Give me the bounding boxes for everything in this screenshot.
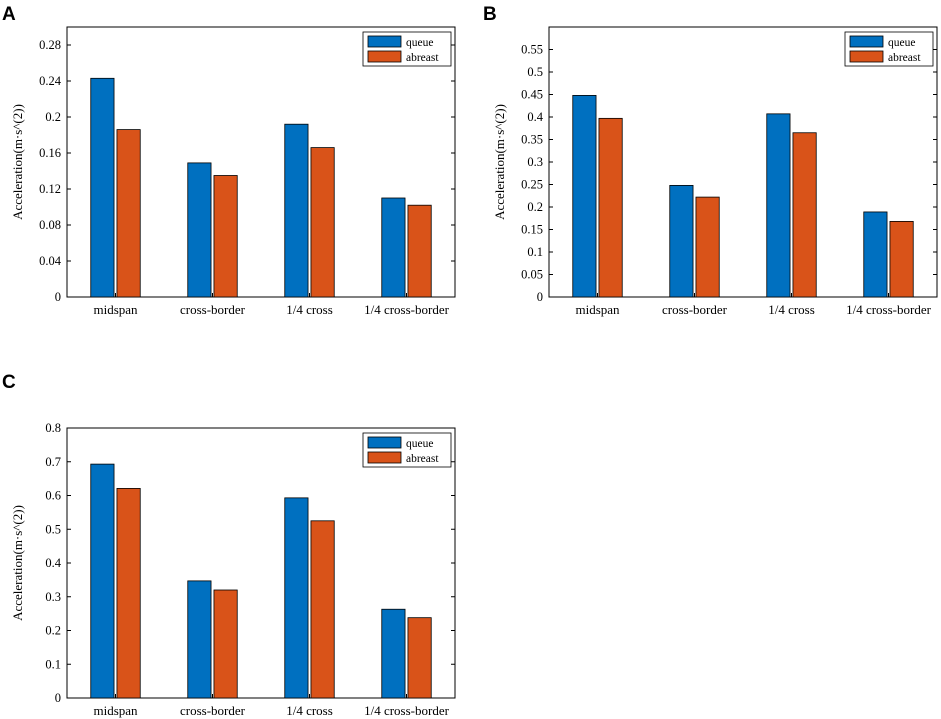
bar-abreast-cross-border	[695, 196, 720, 298]
y-tick-label: 0.3	[527, 155, 543, 169]
y-tick-label: 0.2	[527, 200, 543, 214]
bar-abreast-1-4-cross-border	[407, 617, 432, 699]
legend-label-queue: queue	[888, 37, 915, 49]
y-tick-label: 0.16	[39, 146, 61, 160]
y-tick-label: 0.04	[39, 254, 62, 268]
y-tick-label: 0.05	[521, 268, 543, 282]
x-tick-label-1-4-cross-border: 1/4 cross-border	[846, 302, 932, 317]
legend-label-abreast: abreast	[406, 52, 439, 64]
legend-swatch-queue	[367, 35, 402, 48]
bar-abreast-cross-border	[213, 175, 238, 298]
bar-abreast-cross-border	[213, 589, 238, 699]
y-tick-label: 0.5	[527, 65, 543, 79]
y-tick-label: 0.2	[45, 624, 61, 638]
legend-label-abreast: abreast	[406, 453, 439, 465]
bar-queue-1-4-cross-border	[381, 197, 406, 298]
y-tick-label: 0.7	[45, 455, 61, 469]
y-tick-label: 0.08	[39, 218, 61, 232]
bar-abreast-1-4-cross-border	[407, 204, 432, 298]
bar-queue-1-4-cross-border	[863, 211, 888, 298]
y-tick-label: 0	[55, 691, 61, 705]
x-tick-label-1-4-cross-border: 1/4 cross-border	[364, 302, 450, 317]
y-tick-label: 0.5	[45, 522, 61, 536]
bar-queue-midspan	[572, 95, 597, 298]
legend-label-queue: queue	[406, 37, 433, 49]
bar-abreast-1-4-cross	[310, 147, 335, 298]
bar-queue-1-4-cross	[766, 113, 791, 298]
bar-queue-cross-border	[187, 162, 212, 298]
x-tick-label-cross-border: cross-border	[662, 302, 728, 317]
legend-swatch-abreast	[367, 50, 402, 63]
y-tick-label: 0.8	[45, 421, 61, 435]
legend-label-queue: queue	[406, 438, 433, 450]
bar-abreast-1-4-cross-border	[889, 220, 914, 298]
y-tick-label: 0	[537, 290, 543, 304]
y-axis-label: Acceleration(m·s^(2))	[492, 104, 507, 220]
bar-queue-cross-border	[187, 580, 212, 699]
panel-label-c: C	[2, 372, 16, 393]
bar-abreast-1-4-cross	[792, 132, 817, 298]
bar-abreast-1-4-cross	[310, 520, 335, 699]
y-tick-label: 0.24	[39, 74, 62, 88]
x-tick-label-midspan: midspan	[575, 302, 620, 317]
y-tick-label: 0.28	[39, 38, 61, 52]
y-axis-label: Acceleration(m·s^(2))	[10, 505, 25, 621]
y-tick-label: 0.1	[45, 657, 61, 671]
x-tick-label-1-4-cross: 1/4 cross	[768, 302, 815, 317]
x-tick-label-cross-border: cross-border	[180, 703, 246, 718]
bar-abreast-midspan	[116, 129, 141, 298]
y-tick-label: 0.4	[527, 110, 543, 124]
y-tick-label: 0.6	[45, 489, 61, 503]
bar-queue-1-4-cross	[284, 497, 309, 699]
x-tick-label-1-4-cross: 1/4 cross	[286, 703, 333, 718]
legend-label-abreast: abreast	[888, 52, 921, 64]
legend-swatch-abreast	[367, 451, 402, 464]
bar-abreast-midspan	[116, 488, 141, 699]
y-axis-label: Acceleration(m·s^(2))	[10, 104, 25, 220]
y-tick-label: 0.15	[521, 223, 543, 237]
bar-queue-1-4-cross-border	[381, 608, 406, 699]
y-tick-label: 0.45	[521, 88, 543, 102]
bar-abreast-midspan	[598, 117, 623, 298]
y-tick-label: 0.2	[45, 110, 61, 124]
x-tick-label-1-4-cross: 1/4 cross	[286, 302, 333, 317]
x-tick-label-midspan: midspan	[93, 703, 138, 718]
panel-label-b: B	[483, 4, 497, 25]
y-tick-label: 0.12	[39, 182, 61, 196]
bar-queue-midspan	[90, 463, 115, 699]
chart-panel-c: 0 0.1 0.2 0.3 0.4 0.5 0.6 0.7 0.8 Acceleration(m·…	[10, 421, 456, 718]
x-tick-label-1-4-cross-border: 1/4 cross-border	[364, 703, 450, 718]
y-tick-label: 0	[55, 290, 61, 304]
bar-queue-1-4-cross	[284, 123, 309, 298]
legend-swatch-queue	[367, 436, 402, 449]
chart-panel-b: 0 0.05 0.1 0.15 0.2 0.25 0.3 0.35 0.4 0.45 0.5 0.55…	[492, 26, 938, 317]
y-tick-label: 0.3	[45, 590, 61, 604]
x-tick-label-midspan: midspan	[93, 302, 138, 317]
y-tick-label: 0.55	[521, 43, 543, 57]
chart-panel-a: 0 0.04 0.08 0.12 0.16 0.2 0.24 0.28 Acceleration…	[10, 26, 456, 317]
y-tick-label: 0.25	[521, 178, 543, 192]
panel-label-a: A	[2, 4, 16, 25]
y-tick-label: 0.1	[527, 245, 543, 259]
x-tick-label-cross-border: cross-border	[180, 302, 246, 317]
y-tick-label: 0.4	[45, 556, 61, 570]
bar-queue-cross-border	[669, 184, 694, 298]
legend-swatch-abreast	[849, 50, 884, 63]
plot-area-frame	[66, 26, 456, 298]
legend-swatch-queue	[849, 35, 884, 48]
y-tick-label: 0.35	[521, 133, 543, 147]
bar-queue-midspan	[90, 77, 115, 298]
